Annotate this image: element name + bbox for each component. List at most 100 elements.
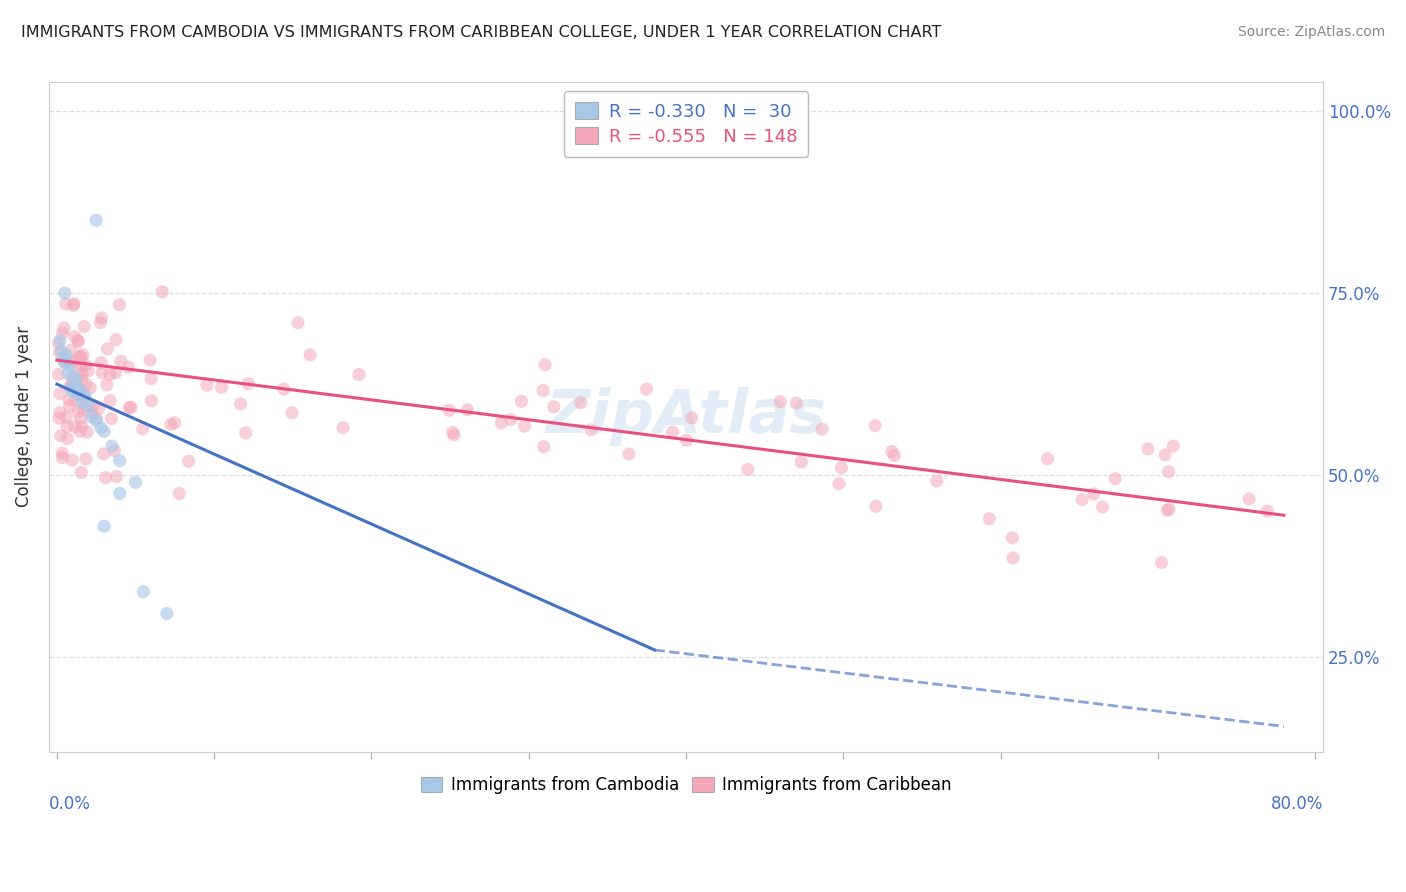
Point bbox=[48, 368, 70, 382]
Point bbox=[56, 432, 79, 446]
Point bbox=[79, 381, 101, 395]
Point bbox=[101, 439, 124, 453]
Point bbox=[70, 419, 93, 434]
Point bbox=[110, 354, 132, 368]
Point bbox=[63, 419, 86, 434]
Point bbox=[87, 401, 110, 416]
Point bbox=[141, 372, 163, 386]
Point bbox=[156, 607, 179, 621]
Point bbox=[1083, 487, 1105, 501]
Point bbox=[75, 398, 97, 412]
Point bbox=[84, 213, 107, 227]
Point bbox=[105, 469, 128, 483]
Point bbox=[48, 336, 70, 351]
Point bbox=[925, 474, 948, 488]
Point bbox=[120, 401, 142, 415]
Point bbox=[513, 419, 536, 434]
Point bbox=[75, 452, 97, 467]
Point bbox=[979, 512, 1001, 526]
Point bbox=[167, 486, 190, 500]
Point bbox=[865, 500, 887, 514]
Point bbox=[52, 326, 75, 341]
Point bbox=[160, 417, 183, 432]
Point bbox=[617, 447, 640, 461]
Point bbox=[177, 454, 200, 468]
Point bbox=[69, 384, 91, 399]
Point bbox=[48, 411, 70, 425]
Point bbox=[1136, 442, 1159, 456]
Point bbox=[1071, 492, 1094, 507]
Point bbox=[1157, 465, 1180, 479]
Point bbox=[661, 425, 683, 439]
Point bbox=[53, 355, 76, 369]
Point bbox=[62, 298, 84, 312]
Point bbox=[49, 405, 72, 419]
Point bbox=[63, 369, 86, 384]
Point bbox=[49, 428, 72, 442]
Point bbox=[94, 470, 117, 484]
Point bbox=[281, 406, 304, 420]
Point bbox=[347, 368, 370, 382]
Point bbox=[69, 411, 91, 425]
Point bbox=[49, 334, 72, 348]
Point bbox=[70, 466, 93, 480]
Point bbox=[131, 422, 153, 436]
Point bbox=[56, 366, 79, 380]
Point bbox=[117, 360, 139, 375]
Point bbox=[100, 411, 122, 425]
Point bbox=[737, 462, 759, 476]
Point bbox=[67, 388, 90, 402]
Point bbox=[63, 393, 86, 408]
Point bbox=[75, 388, 97, 402]
Point bbox=[579, 423, 602, 437]
Text: 0.0%: 0.0% bbox=[49, 796, 91, 814]
Point bbox=[96, 377, 118, 392]
Point bbox=[510, 394, 533, 409]
Point bbox=[238, 376, 260, 391]
Point bbox=[499, 412, 522, 426]
Point bbox=[533, 440, 555, 454]
Point bbox=[118, 401, 141, 415]
Point bbox=[1001, 531, 1024, 545]
Point bbox=[437, 403, 460, 417]
Point bbox=[55, 410, 77, 425]
Point bbox=[104, 366, 127, 380]
Point bbox=[830, 460, 852, 475]
Point bbox=[59, 379, 82, 393]
Point bbox=[90, 310, 112, 325]
Point bbox=[287, 316, 309, 330]
Point bbox=[89, 316, 111, 330]
Point bbox=[72, 348, 94, 362]
Point bbox=[70, 358, 93, 372]
Point bbox=[55, 348, 77, 362]
Point bbox=[60, 370, 83, 384]
Point bbox=[60, 356, 83, 370]
Point bbox=[91, 366, 114, 380]
Point bbox=[58, 399, 80, 413]
Point bbox=[53, 286, 76, 301]
Point bbox=[72, 367, 94, 381]
Point bbox=[124, 475, 146, 490]
Point bbox=[66, 405, 89, 419]
Point bbox=[491, 416, 513, 430]
Point bbox=[790, 455, 813, 469]
Point bbox=[150, 285, 173, 299]
Point bbox=[55, 297, 77, 311]
Point bbox=[77, 364, 100, 378]
Point bbox=[72, 402, 94, 417]
Text: 80.0%: 80.0% bbox=[1271, 796, 1323, 814]
Point bbox=[60, 378, 83, 392]
Point bbox=[93, 447, 115, 461]
Point bbox=[62, 384, 84, 399]
Point bbox=[769, 394, 792, 409]
Point bbox=[531, 384, 554, 398]
Point bbox=[211, 380, 233, 394]
Point bbox=[69, 383, 91, 397]
Point bbox=[51, 450, 73, 465]
Point bbox=[1036, 451, 1059, 466]
Point bbox=[863, 418, 886, 433]
Point bbox=[66, 384, 89, 398]
Point bbox=[443, 428, 465, 442]
Point bbox=[441, 425, 464, 440]
Point bbox=[103, 443, 125, 458]
